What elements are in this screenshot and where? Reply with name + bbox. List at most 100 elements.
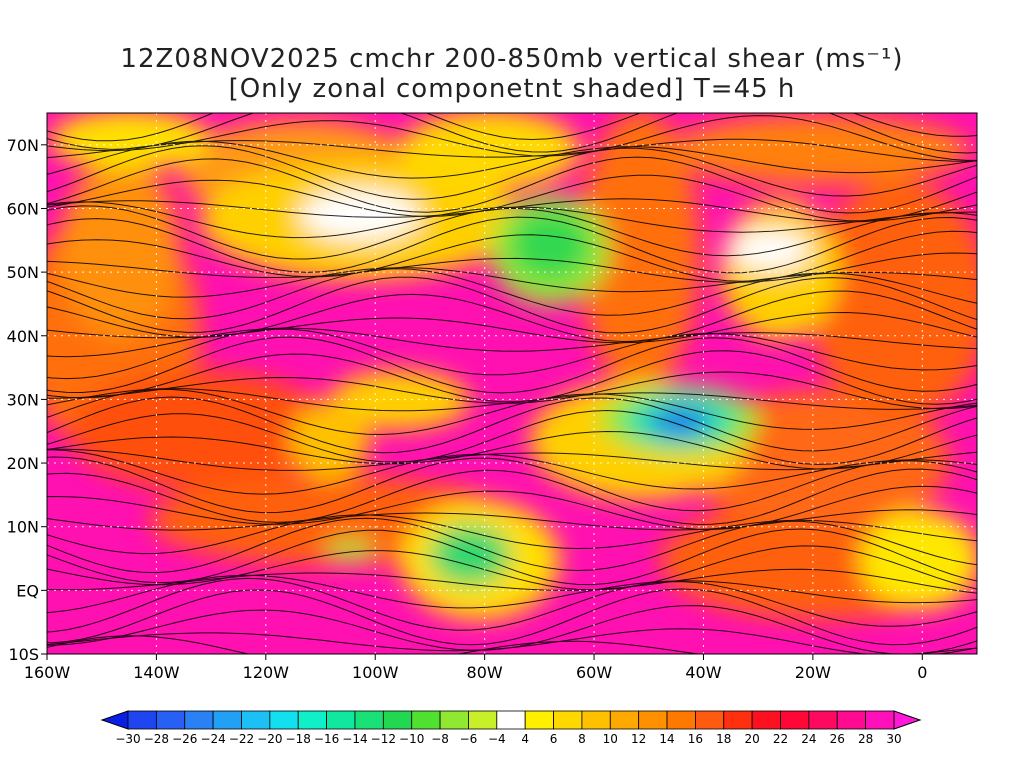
longitude-axis: 160W 140W 120W 100W 80W 60W 40W 20W 0 xyxy=(24,654,927,682)
streamline xyxy=(47,113,977,154)
colorbar-label: −10 xyxy=(399,732,424,746)
map-gridlines xyxy=(47,113,977,654)
streamline xyxy=(47,311,977,344)
streamline xyxy=(47,514,977,555)
map-frame xyxy=(46,112,978,655)
colorbar-label: 24 xyxy=(801,732,816,746)
lat-tick-label: 50N xyxy=(7,263,39,282)
streamline xyxy=(47,389,977,436)
streamline xyxy=(47,468,977,526)
colorbar-swatch xyxy=(212,710,242,730)
colorbar-swatch xyxy=(468,710,498,730)
colorbar-label: −16 xyxy=(314,732,339,746)
streamline xyxy=(47,145,977,200)
streamline xyxy=(47,449,977,495)
colorbar: −30 −28 −26 −24 −22 −20 −18 −16 −14 −12 −10 −8 −6 −4 4… xyxy=(100,710,922,746)
streamline xyxy=(47,113,977,142)
colorbar-label: 28 xyxy=(858,732,873,746)
lon-tick-label: 160W xyxy=(24,663,71,682)
lat-tick-label: 40N xyxy=(7,327,39,346)
colorbar-label: 6 xyxy=(550,732,558,746)
colorbar-swatch xyxy=(751,710,781,730)
streamline xyxy=(47,216,977,274)
streamline xyxy=(47,268,977,320)
colorbar-swatch xyxy=(780,710,810,730)
colorbar-label: 12 xyxy=(631,732,646,746)
colorbar-label: −24 xyxy=(200,732,225,746)
lon-tick-label: 80W xyxy=(467,663,503,682)
lon-tick-label: 140W xyxy=(133,663,180,682)
lon-tick-label: 120W xyxy=(243,663,290,682)
lon-tick-label: 60W xyxy=(576,663,612,682)
streamline xyxy=(47,140,977,179)
colorbar-swatch xyxy=(836,710,867,730)
colorbar-low-arrow xyxy=(100,710,129,730)
colorbar-label: 8 xyxy=(578,732,586,746)
streamlines xyxy=(47,113,977,654)
streamline xyxy=(47,276,977,334)
colorbar-label: −4 xyxy=(488,732,506,746)
colorbar-swatch xyxy=(581,710,611,730)
colorbar-label: 4 xyxy=(521,732,529,746)
chart-title-line1: 12Z08NOV2025 cmchr 200-850mb vertical sh… xyxy=(120,44,904,74)
streamline xyxy=(47,635,977,654)
lat-tick-label: 20N xyxy=(7,454,39,473)
colorbar-swatch xyxy=(808,710,838,730)
streamline xyxy=(47,388,977,412)
colorbar-high-arrow xyxy=(893,710,922,730)
lon-tick-label: 40W xyxy=(685,663,721,682)
lat-tick-label: 10S xyxy=(8,645,39,664)
colorbar-swatch xyxy=(865,710,895,730)
colorbar-swatch xyxy=(496,710,526,730)
colorbar-swatch xyxy=(354,710,384,730)
lon-tick-label: 20W xyxy=(795,663,831,682)
colorbar-swatch xyxy=(241,710,271,730)
colorbar-swatch xyxy=(666,710,696,730)
lat-tick-label: EQ xyxy=(16,581,39,600)
streamline xyxy=(47,230,977,282)
colorbar-label: 18 xyxy=(716,732,731,746)
streamline xyxy=(47,628,977,654)
colorbar-swatch xyxy=(269,710,299,730)
streamline xyxy=(47,588,977,646)
colorbar-label: 26 xyxy=(830,732,845,746)
streamline xyxy=(47,156,977,214)
colorbar-swatch xyxy=(326,710,356,730)
colorbar-label: −30 xyxy=(115,732,140,746)
colorbar-swatch xyxy=(155,710,186,730)
colorbar-swatch xyxy=(723,710,753,730)
colorbar-label: 30 xyxy=(886,732,901,746)
colorbar-swatch xyxy=(184,710,214,730)
streamline xyxy=(47,336,977,394)
streamline xyxy=(47,545,977,591)
colorbar-swatch xyxy=(638,710,668,730)
colorbar-swatch xyxy=(695,710,725,730)
colorbar-label: −8 xyxy=(431,732,449,746)
colorbar-label: −28 xyxy=(144,732,169,746)
streamline xyxy=(47,577,977,633)
streamline xyxy=(47,456,977,514)
streamline xyxy=(47,517,977,574)
streamline xyxy=(47,568,977,594)
lat-tick-label: 30N xyxy=(7,390,39,409)
streamline xyxy=(47,528,977,586)
colorbar-label: −6 xyxy=(460,732,478,746)
colorbar-label: −22 xyxy=(229,732,254,746)
streamline xyxy=(47,328,977,380)
streamline xyxy=(47,396,977,454)
streamline xyxy=(47,138,977,162)
colorbar-swatch xyxy=(411,710,441,730)
streamline xyxy=(47,485,977,531)
colorbar-label: −14 xyxy=(342,732,367,746)
colorbar-label: 22 xyxy=(773,732,788,746)
colorbar-label: 14 xyxy=(659,732,674,746)
colorbar-label: −20 xyxy=(257,732,282,746)
lat-tick-label: 70N xyxy=(7,136,39,155)
streamline xyxy=(47,409,977,465)
latitude-axis: 70N 60N 50N 40N 30N 20N 10N EQ 10S xyxy=(7,136,47,664)
shaded-field xyxy=(47,113,977,654)
colorbar-label: 20 xyxy=(745,732,760,746)
streamline xyxy=(47,201,977,239)
lat-tick-label: 10N xyxy=(7,518,39,537)
